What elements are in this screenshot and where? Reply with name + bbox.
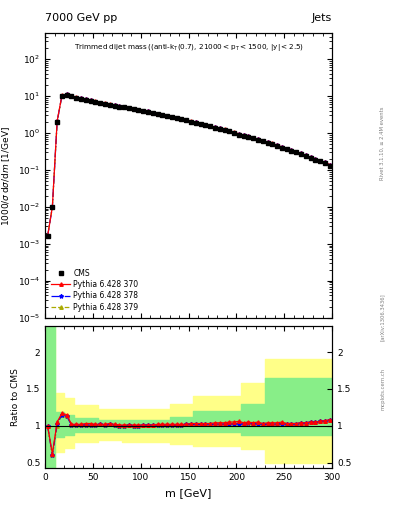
Text: Trimmed dijet mass$\,($(anti-k$_\mathrm{T}$(0.7), 21000$<$p$_\mathrm{T}$$<$1500,: Trimmed dijet mass$\,($(anti-k$_\mathrm{… [73,42,304,53]
Text: 7000 GeV pp: 7000 GeV pp [45,13,118,23]
Text: Jets: Jets [312,13,332,23]
Y-axis label: $1000/\sigma\,\mathrm{d}\sigma/\mathrm{d}m\;[1/\mathrm{GeV}]$: $1000/\sigma\,\mathrm{d}\sigma/\mathrm{d… [0,125,12,226]
Text: CMS_2013_I1224539: CMS_2013_I1224539 [152,329,226,336]
X-axis label: m [GeV]: m [GeV] [165,488,212,498]
Text: mcplots.cern.ch: mcplots.cern.ch [380,368,385,410]
Legend: CMS, Pythia 6.428 370, Pythia 6.428 378, Pythia 6.428 379: CMS, Pythia 6.428 370, Pythia 6.428 378,… [49,266,141,314]
Y-axis label: Ratio to CMS: Ratio to CMS [11,369,20,426]
Text: [arXiv:1306.3436]: [arXiv:1306.3436] [380,293,385,342]
Text: Rivet 3.1.10, ≥ 2.4M events: Rivet 3.1.10, ≥ 2.4M events [380,106,385,180]
